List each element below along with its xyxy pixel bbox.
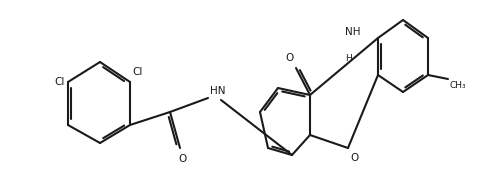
Text: Cl: Cl: [132, 67, 143, 77]
Text: Cl: Cl: [54, 77, 65, 87]
Text: O: O: [178, 154, 186, 164]
Text: O: O: [350, 153, 358, 163]
Text: O: O: [286, 53, 294, 63]
Text: HN: HN: [210, 86, 225, 96]
Text: NH: NH: [344, 27, 360, 37]
Text: H: H: [345, 54, 352, 63]
Text: CH₃: CH₃: [449, 81, 466, 90]
